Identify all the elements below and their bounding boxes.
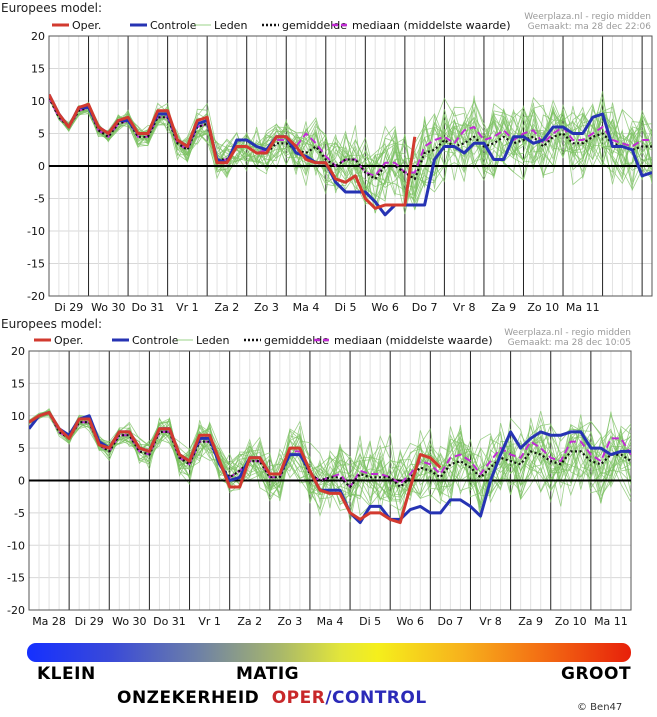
y-tick-label: -20	[27, 290, 45, 303]
legend-label: gemiddelde	[264, 334, 329, 347]
uncertainty-gradient-bar	[27, 643, 631, 662]
y-tick-label: -10	[7, 539, 25, 552]
x-tick-label: Zo 10	[527, 301, 559, 314]
legend-label: Controle	[150, 19, 197, 32]
oper-label: OPER	[271, 688, 326, 708]
ensemble-member-line	[29, 413, 631, 501]
chart-1: Europees model: Weerplaza.nl - regio midd…	[1, 1, 653, 314]
series-gemiddelde-line	[29, 411, 631, 489]
scale-low-label: KLEIN	[37, 664, 96, 684]
copyright: © Ben47	[577, 702, 623, 713]
oper-control-separator: /	[325, 688, 333, 708]
y-tick-label: -5	[14, 507, 25, 520]
y-tick-label: -15	[27, 258, 45, 271]
y-tick-label: -5	[34, 193, 45, 206]
series-layer	[29, 407, 631, 525]
legend-label: gemiddelde	[282, 19, 347, 32]
legend-label: Controle	[132, 334, 179, 347]
ensemble-member-line	[29, 411, 631, 516]
chart-credit-line: Weerplaza.nl - regio midden	[524, 12, 651, 22]
x-tick-label: Ma 4	[317, 615, 344, 628]
series-layer	[49, 91, 652, 217]
x-tick-label: Vr 1	[198, 615, 221, 628]
ensemble-member-line	[29, 413, 631, 517]
chart-2: Europees model: Weerplaza.nl - regio midd…	[1, 317, 632, 628]
series-oper-line	[49, 93, 417, 210]
uncertainty-legend: ONZEKERHEID OPER/CONTROL	[117, 688, 427, 708]
x-tick-label: Di 5	[359, 615, 381, 628]
x-tick-label: Di 29	[54, 301, 83, 314]
x-tick-label: Ma 11	[566, 301, 600, 314]
y-tick-label: -15	[7, 572, 25, 585]
x-tick-label: Za 9	[491, 301, 516, 314]
legend-label: Oper.	[54, 334, 83, 347]
ensemble-member-line	[29, 408, 631, 503]
x-tick-label: Za 2	[215, 301, 240, 314]
x-tick-label: Di 5	[335, 301, 357, 314]
ensemble-member-line	[49, 98, 652, 186]
y-tick-label: 20	[31, 30, 45, 43]
chart-credit-line: Gemaakt: ma 28 dec 10:05	[508, 338, 631, 348]
ensemble-charts: Europees model: Weerplaza.nl - regio midd…	[1, 1, 653, 628]
y-tick-label: 5	[38, 128, 45, 141]
y-tick-label: 20	[11, 345, 25, 358]
chart-credit-line: Weerplaza.nl - regio midden	[504, 328, 631, 338]
series-gemiddelde-line	[49, 97, 652, 181]
y-tick-label: -10	[27, 225, 45, 238]
x-tick-label: Zo 3	[254, 301, 279, 314]
x-tick-label: Vr 8	[479, 615, 502, 628]
x-tick-label: Wo 6	[371, 301, 398, 314]
x-tick-label: Vr 1	[176, 301, 199, 314]
chart-title: Europees model:	[1, 1, 102, 15]
legend-label: mediaan (middelste waarde)	[334, 334, 492, 347]
ensemble-member-line	[29, 415, 631, 510]
x-tick-label: Ma 28	[32, 615, 66, 628]
y-tick-label: 10	[11, 410, 25, 423]
y-tick-label: 15	[11, 377, 25, 390]
x-tick-label: Wo 30	[112, 615, 146, 628]
x-tick-label: Zo 3	[277, 615, 302, 628]
uncertainty-title: ONZEKERHEID	[117, 688, 260, 708]
x-tick-label: Ma 11	[594, 615, 628, 628]
legend-label: Oper.	[72, 19, 101, 32]
x-tick-label: Za 9	[518, 615, 543, 628]
scale-high-label: GROOT	[561, 664, 632, 684]
x-tick-label: Do 7	[438, 615, 464, 628]
legend-label: Leden	[196, 334, 229, 347]
y-tick-label: 15	[31, 63, 45, 76]
control-label: CONTROL	[332, 688, 427, 708]
legend-label: Leden	[214, 19, 247, 32]
x-tick-label: Do 31	[153, 615, 186, 628]
x-tick-label: Vr 8	[453, 301, 476, 314]
x-tick-label: Wo 30	[91, 301, 125, 314]
x-tick-label: Do 31	[132, 301, 165, 314]
x-tick-label: Ma 4	[293, 301, 320, 314]
x-tick-label: Za 2	[237, 615, 262, 628]
chart-title: Europees model:	[1, 317, 102, 331]
x-tick-label: Zo 10	[555, 615, 587, 628]
y-tick-label: -20	[7, 604, 25, 617]
ensemble-members	[49, 91, 652, 215]
x-tick-label: Di 29	[75, 615, 104, 628]
ensemble-member-line	[29, 410, 631, 502]
chart-credit-line: Gemaakt: ma 28 dec 22:06	[528, 22, 652, 32]
x-tick-label: Do 7	[412, 301, 438, 314]
scale-mid-label: MATIG	[236, 664, 300, 684]
y-tick-label: 5	[18, 442, 25, 455]
series-oper-line	[29, 411, 442, 525]
y-tick-label: 0	[18, 475, 25, 488]
x-tick-label: Wo 6	[397, 615, 424, 628]
y-tick-label: 10	[31, 95, 45, 108]
legend-label: mediaan (middelste waarde)	[352, 19, 510, 32]
y-tick-label: 0	[38, 160, 45, 173]
